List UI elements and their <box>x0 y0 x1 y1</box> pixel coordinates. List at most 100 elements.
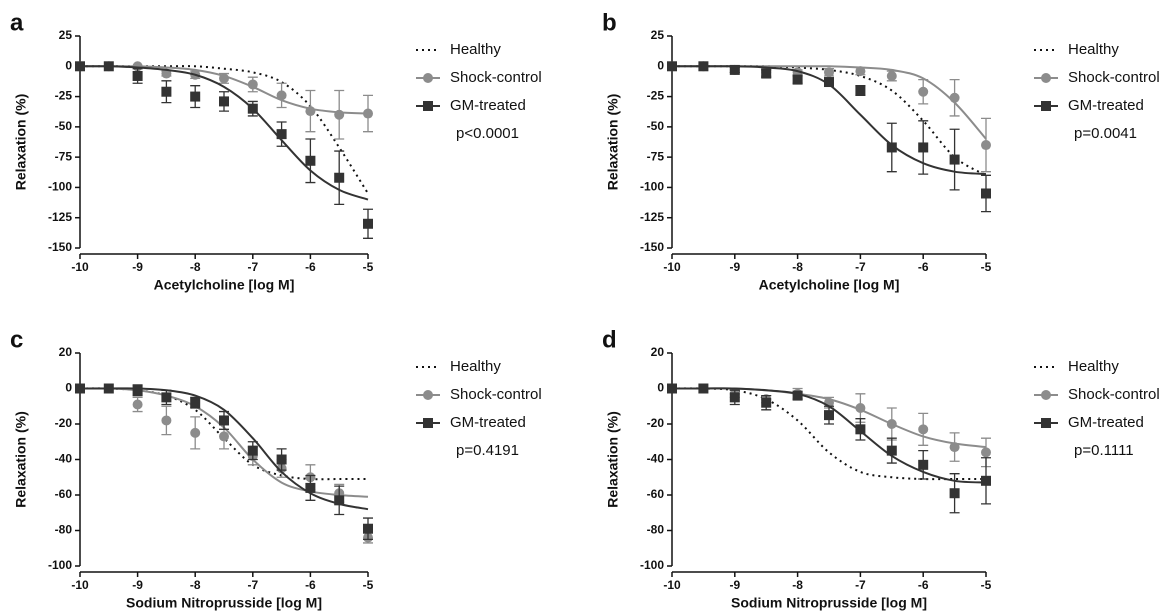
y-tick-label: -80 <box>647 523 665 537</box>
square-marker <box>729 392 740 403</box>
circle-marker <box>334 109 345 120</box>
circle-marker <box>1041 390 1051 400</box>
y-tick-label: -50 <box>55 119 73 133</box>
y-tick-label: -75 <box>647 149 665 163</box>
square-marker <box>855 85 866 96</box>
panel-label: a <box>10 9 24 36</box>
x-tick-label: -9 <box>132 260 143 274</box>
square-marker <box>886 445 897 456</box>
square-marker <box>75 383 85 394</box>
square-marker <box>276 129 287 140</box>
y-tick-label: -125 <box>640 210 664 224</box>
legend-label: Healthy <box>1068 358 1119 375</box>
square-marker <box>423 418 433 428</box>
square-marker <box>949 154 960 165</box>
square-marker <box>918 142 929 153</box>
circle-marker <box>981 140 991 151</box>
square-marker <box>132 70 143 81</box>
square-marker <box>729 64 740 75</box>
legend-label: Shock-control <box>1068 69 1160 86</box>
y-tick-label: 0 <box>65 381 72 395</box>
y-tick-label: 25 <box>651 28 665 42</box>
square-marker <box>219 415 229 426</box>
x-tick-label: -10 <box>71 260 89 274</box>
y-axis-title: Relaxation (%) <box>605 94 621 190</box>
panel: a 25 0 -25 -50 -75 -100 -125 -150 -10 -9 -8 -7 -6 -5 Ac… <box>10 9 542 292</box>
legend-label: Healthy <box>1068 41 1119 58</box>
panel-label: c <box>10 326 23 353</box>
fit-curve <box>80 387 369 511</box>
x-tick-label: -5 <box>363 260 374 274</box>
circle-marker <box>855 66 866 77</box>
circle-marker <box>423 390 433 400</box>
x-tick-label: -7 <box>855 260 866 274</box>
circle-marker <box>363 108 373 119</box>
p-value: p=0.0041 <box>1074 125 1137 142</box>
square-marker <box>761 397 772 408</box>
circle-marker <box>219 431 229 442</box>
y-tick-label: -150 <box>640 240 664 254</box>
circle-marker <box>1041 73 1051 83</box>
y-tick-label: -75 <box>55 149 73 163</box>
legend-label: Healthy <box>450 358 501 375</box>
y-tick-label: -100 <box>48 180 72 194</box>
square-marker <box>334 495 345 506</box>
circle-marker <box>132 399 143 410</box>
y-tick-label: 20 <box>651 345 665 359</box>
y-tick-label: -125 <box>48 210 72 224</box>
x-tick-label: -6 <box>305 578 316 592</box>
y-tick-label: -25 <box>55 89 73 103</box>
legend-label: Shock-control <box>450 386 542 403</box>
p-value: p=0.4191 <box>456 442 519 459</box>
circle-marker <box>305 106 316 117</box>
panel: c 20 0 -20 -40 -60 -80 -100 -10 -9 -8 -7 -6 -5 Sodium … <box>10 326 542 610</box>
square-marker <box>698 61 709 72</box>
y-tick-label: 0 <box>657 381 664 395</box>
y-tick-label: -60 <box>647 487 665 501</box>
y-axis-title: Relaxation (%) <box>13 94 29 190</box>
square-marker <box>423 101 433 111</box>
legend-label: GM-treated <box>450 97 526 114</box>
fit-curve <box>79 65 369 201</box>
circle-marker <box>219 73 229 84</box>
y-tick-label: -20 <box>647 416 665 430</box>
square-marker <box>305 482 316 493</box>
square-marker <box>667 383 677 394</box>
square-marker <box>247 103 258 114</box>
fit-curve <box>79 65 369 195</box>
x-tick-label: -8 <box>792 578 803 592</box>
x-tick-label: -9 <box>729 260 740 274</box>
legend-label: GM-treated <box>450 414 526 431</box>
square-marker <box>981 188 991 199</box>
circle-marker <box>886 70 897 81</box>
square-marker <box>132 385 143 396</box>
circle-marker <box>855 403 866 414</box>
square-marker <box>334 172 345 183</box>
square-marker <box>855 424 866 435</box>
square-marker <box>824 410 834 421</box>
panel-label: d <box>602 326 617 353</box>
x-tick-label: -10 <box>663 578 681 592</box>
y-tick-label: -50 <box>647 119 665 133</box>
x-tick-label: -9 <box>729 578 740 592</box>
fit-curve <box>671 387 986 481</box>
legend-label: Healthy <box>450 41 501 58</box>
y-tick-label: -40 <box>55 452 73 466</box>
legend-label: Shock-control <box>1068 386 1160 403</box>
circle-marker <box>247 79 258 90</box>
p-value: p=0.1111 <box>1074 442 1134 459</box>
y-tick-label: 25 <box>59 28 73 42</box>
circle-marker <box>190 427 201 438</box>
y-tick-label: -150 <box>48 240 72 254</box>
square-marker <box>981 475 991 486</box>
x-tick-label: -7 <box>855 578 866 592</box>
x-axis-title: Acetylcholine [log M] <box>154 277 295 293</box>
square-marker <box>75 61 85 72</box>
square-marker <box>792 390 803 401</box>
x-tick-label: -7 <box>247 578 258 592</box>
legend-label: Shock-control <box>450 69 542 86</box>
x-tick-label: -8 <box>190 578 201 592</box>
circle-marker <box>981 447 991 458</box>
square-marker <box>247 445 258 456</box>
legend-label: GM-treated <box>1068 97 1144 114</box>
